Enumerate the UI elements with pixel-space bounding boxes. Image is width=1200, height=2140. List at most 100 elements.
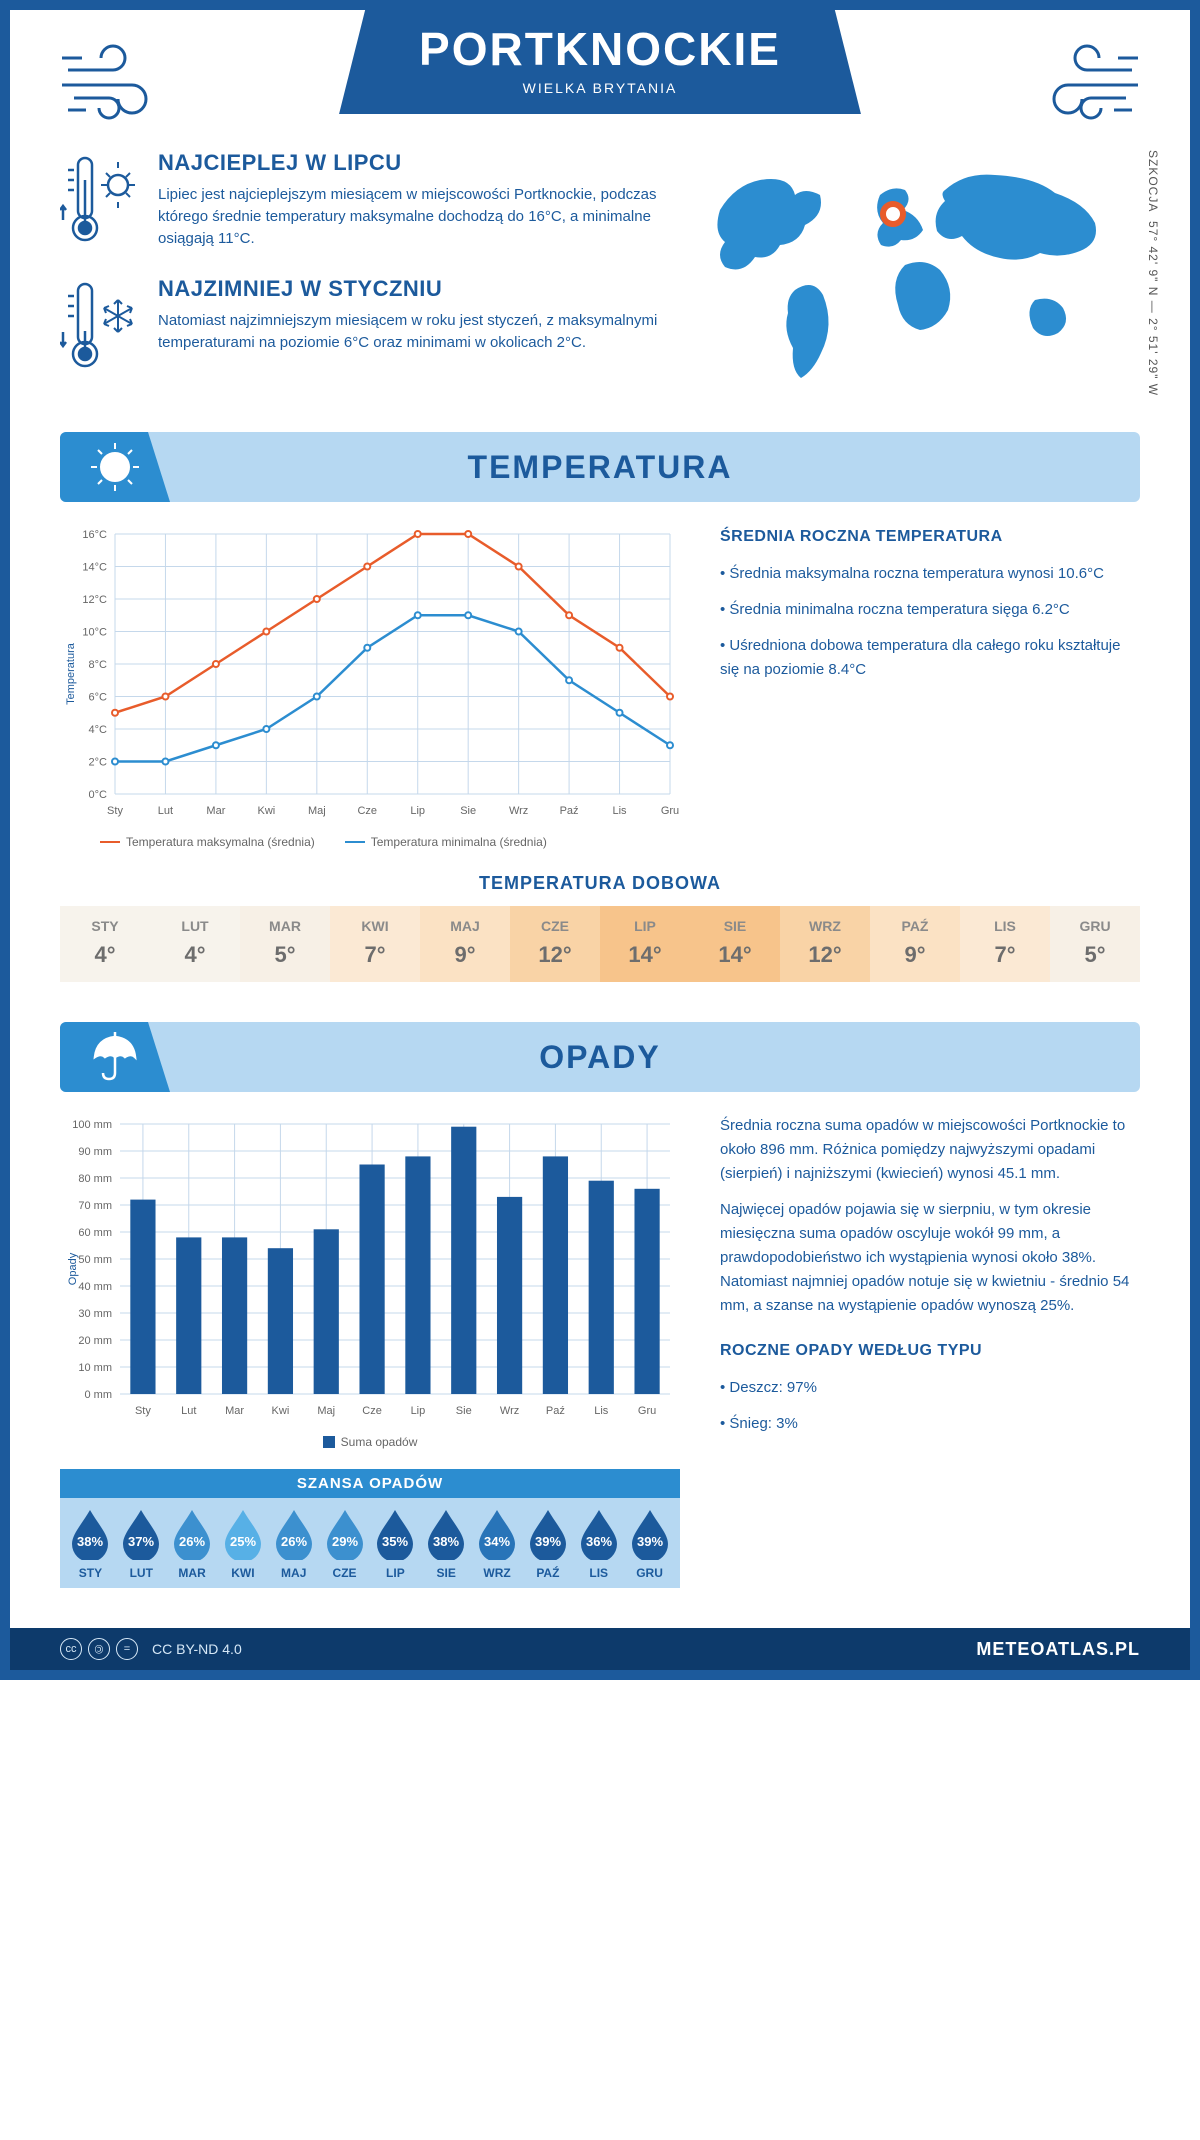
daily-temp-cell: CZE12° bbox=[510, 906, 600, 982]
svg-text:29%: 29% bbox=[332, 1534, 358, 1549]
daily-temp-cell: LIS7° bbox=[960, 906, 1050, 982]
svg-text:26%: 26% bbox=[179, 1534, 205, 1549]
coldest-title: NAJZIMNIEJ W STYCZNIU bbox=[158, 276, 660, 302]
svg-text:38%: 38% bbox=[433, 1534, 459, 1549]
daily-temp-cell: SIE14° bbox=[690, 906, 780, 982]
svg-text:60 mm: 60 mm bbox=[78, 1227, 112, 1239]
svg-text:40 mm: 40 mm bbox=[78, 1281, 112, 1293]
svg-text:Lis: Lis bbox=[613, 805, 628, 817]
brand: METEOATLAS.PL bbox=[976, 1639, 1140, 1660]
svg-text:Cze: Cze bbox=[357, 805, 377, 817]
svg-text:10 mm: 10 mm bbox=[78, 1362, 112, 1374]
precip-header: OPADY bbox=[60, 1022, 1140, 1092]
coldest-text: Natomiast najzimniejszym miesiącem w rok… bbox=[158, 310, 660, 354]
svg-text:30 mm: 30 mm bbox=[78, 1308, 112, 1320]
svg-text:Lut: Lut bbox=[181, 1405, 196, 1417]
chance-cell: 34%WRZ bbox=[473, 1508, 522, 1580]
svg-text:39%: 39% bbox=[637, 1534, 663, 1549]
svg-text:Sie: Sie bbox=[456, 1405, 472, 1417]
chance-cell: 38%SIE bbox=[422, 1508, 471, 1580]
svg-text:0°C: 0°C bbox=[89, 789, 108, 801]
hottest-title: NAJCIEPLEJ W LIPCU bbox=[158, 150, 660, 176]
svg-text:50 mm: 50 mm bbox=[78, 1254, 112, 1266]
svg-text:25%: 25% bbox=[230, 1534, 256, 1549]
svg-text:90 mm: 90 mm bbox=[78, 1146, 112, 1158]
title-banner: PORTKNOCKIE WIELKA BRYTANIA bbox=[339, 10, 861, 114]
svg-text:26%: 26% bbox=[281, 1534, 307, 1549]
chance-cell: 29%CZE bbox=[320, 1508, 369, 1580]
daily-temp-table: STY4°LUT4°MAR5°KWI7°MAJ9°CZE12°LIP14°SIE… bbox=[60, 906, 1140, 982]
svg-text:Gru: Gru bbox=[661, 805, 679, 817]
temp-summary: ŚREDNIA ROCZNA TEMPERATURA • Średnia mak… bbox=[720, 524, 1140, 849]
daily-temp-heading: TEMPERATURA DOBOWA bbox=[60, 873, 1140, 894]
svg-text:12°C: 12°C bbox=[82, 594, 107, 606]
chance-cell: 36%LIS bbox=[574, 1508, 623, 1580]
svg-text:39%: 39% bbox=[535, 1534, 561, 1549]
chance-cell: 39%PAŹ bbox=[523, 1508, 572, 1580]
coords: SZKOCJA 57° 42' 9" N — 2° 51' 29" W bbox=[1146, 150, 1160, 396]
svg-text:10°C: 10°C bbox=[82, 627, 107, 639]
thermometer-snow-icon bbox=[60, 276, 140, 376]
svg-text:Sty: Sty bbox=[107, 805, 123, 817]
temp-bullet: • Uśredniona dobowa temperatura dla całe… bbox=[720, 634, 1140, 682]
chance-cell: 39%GRU bbox=[625, 1508, 674, 1580]
svg-text:80 mm: 80 mm bbox=[78, 1173, 112, 1185]
svg-text:8°C: 8°C bbox=[89, 659, 108, 671]
svg-text:Mar: Mar bbox=[206, 805, 225, 817]
temp-bullet: • Średnia maksymalna roczna temperatura … bbox=[720, 562, 1140, 586]
wind-icon-right bbox=[1020, 40, 1140, 120]
temperature-header: TEMPERATURA bbox=[60, 432, 1140, 502]
svg-text:Kwi: Kwi bbox=[257, 805, 275, 817]
svg-text:14°C: 14°C bbox=[82, 562, 107, 574]
coldest-fact: NAJZIMNIEJ W STYCZNIU Natomiast najzimni… bbox=[60, 276, 660, 376]
precip-type-heading: ROCZNE OPADY WEDŁUG TYPU bbox=[720, 1338, 1140, 1364]
chance-cell: 38%STY bbox=[66, 1508, 115, 1580]
footer: cc🄯= CC BY-ND 4.0 METEOATLAS.PL bbox=[10, 1628, 1190, 1670]
cc-icons: cc🄯= bbox=[60, 1638, 138, 1660]
svg-text:Maj: Maj bbox=[317, 1405, 335, 1417]
svg-text:Temperatura: Temperatura bbox=[65, 642, 77, 705]
svg-text:2°C: 2°C bbox=[89, 757, 108, 769]
daily-temp-cell: GRU5° bbox=[1050, 906, 1140, 982]
svg-text:Wrz: Wrz bbox=[509, 805, 528, 817]
sun-icon bbox=[87, 439, 143, 495]
thermometer-sun-icon bbox=[60, 150, 140, 250]
svg-text:Lip: Lip bbox=[410, 805, 425, 817]
daily-temp-cell: MAR5° bbox=[240, 906, 330, 982]
svg-text:34%: 34% bbox=[484, 1534, 510, 1549]
page-title: PORTKNOCKIE bbox=[419, 22, 781, 76]
svg-text:Kwi: Kwi bbox=[272, 1405, 290, 1417]
svg-text:16°C: 16°C bbox=[82, 529, 107, 541]
svg-text:Sty: Sty bbox=[135, 1405, 151, 1417]
precip-bar-chart: 0 mm10 mm20 mm30 mm40 mm50 mm60 mm70 mm8… bbox=[60, 1114, 680, 1424]
precip-paragraph: Średnia roczna suma opadów w miejscowośc… bbox=[720, 1114, 1140, 1186]
svg-text:Paź: Paź bbox=[560, 805, 579, 817]
page-subtitle: WIELKA BRYTANIA bbox=[419, 80, 781, 96]
svg-text:Mar: Mar bbox=[225, 1405, 244, 1417]
temp-summary-heading: ŚREDNIA ROCZNA TEMPERATURA bbox=[720, 524, 1140, 550]
precip-legend: Suma opadów bbox=[60, 1435, 680, 1449]
daily-temp-cell: WRZ12° bbox=[780, 906, 870, 982]
svg-text:Gru: Gru bbox=[638, 1405, 656, 1417]
svg-text:20 mm: 20 mm bbox=[78, 1335, 112, 1347]
chance-cell: 26%MAJ bbox=[269, 1508, 318, 1580]
precip-summary: Średnia roczna suma opadów w miejscowośc… bbox=[720, 1114, 1140, 1588]
svg-text:Opady: Opady bbox=[67, 1252, 79, 1285]
svg-text:Lip: Lip bbox=[411, 1405, 426, 1417]
hottest-fact: NAJCIEPLEJ W LIPCU Lipiec jest najcieple… bbox=[60, 150, 660, 250]
svg-text:Lut: Lut bbox=[158, 805, 173, 817]
chance-block: SZANSA OPADÓW 38%STY37%LUT26%MAR25%KWI26… bbox=[60, 1469, 680, 1588]
license-text: CC BY-ND 4.0 bbox=[152, 1641, 242, 1657]
temperature-line-chart: 0°C2°C4°C6°C8°C10°C12°C14°C16°CStyLutMar… bbox=[60, 524, 680, 824]
daily-temp-cell: KWI7° bbox=[330, 906, 420, 982]
svg-text:38%: 38% bbox=[77, 1534, 103, 1549]
chance-cell: 37%LUT bbox=[117, 1508, 166, 1580]
daily-temp-cell: LUT4° bbox=[150, 906, 240, 982]
world-map bbox=[700, 150, 1120, 390]
svg-text:0 mm: 0 mm bbox=[85, 1389, 113, 1401]
svg-text:Wrz: Wrz bbox=[500, 1405, 519, 1417]
wind-icon-left bbox=[60, 40, 180, 120]
svg-text:Lis: Lis bbox=[594, 1405, 609, 1417]
svg-text:Sie: Sie bbox=[460, 805, 476, 817]
daily-temp-cell: PAŹ9° bbox=[870, 906, 960, 982]
